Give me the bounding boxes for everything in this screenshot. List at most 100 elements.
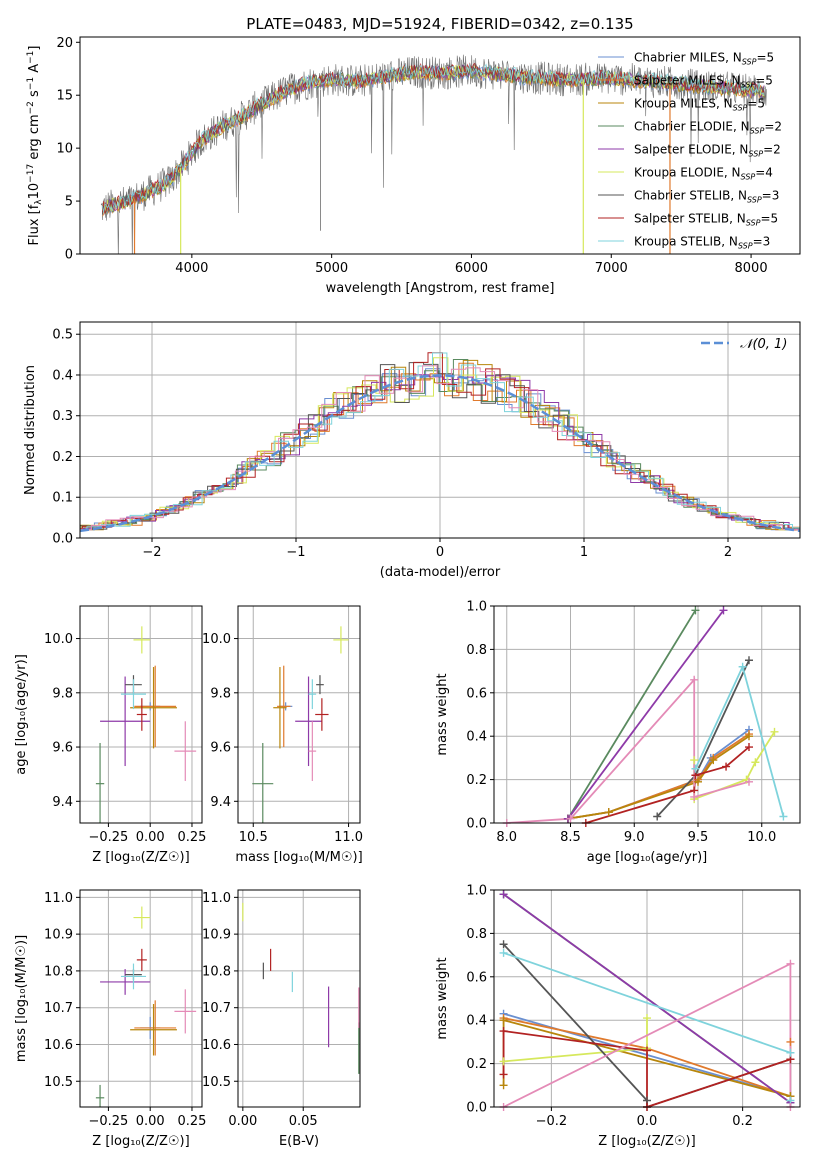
- x-tick-label: −0.25: [88, 830, 128, 845]
- weight-point-pink: [566, 814, 575, 823]
- y-tick-label: 10.0: [202, 632, 231, 647]
- x-tick-label: 0.0: [637, 1114, 658, 1129]
- y-tick-label: 1.0: [466, 884, 487, 899]
- x-tick-label: 5000: [315, 261, 348, 276]
- legend-label: Salpeter MILES, N: [634, 74, 741, 88]
- legend-label: Chabrier MILES, N: [634, 51, 742, 65]
- weight-point-kroupa_stelib: [691, 764, 700, 773]
- x-tick-label: −1: [286, 545, 305, 560]
- legend-rest: =4: [755, 166, 773, 180]
- y-tick-label: 20: [56, 36, 73, 51]
- x-axis-label: mass [log₁₀(M/M☉)]: [235, 850, 362, 865]
- y-tick-label: 0.8: [466, 643, 487, 658]
- y-tick-label: 10.0: [44, 632, 73, 647]
- y-tick-label: 0.4: [466, 730, 487, 745]
- weight-point-kroupa_elodie: [690, 756, 699, 765]
- plot-area: [95, 626, 197, 823]
- legend-rest: =3: [762, 189, 780, 203]
- legend-label: Chabrier ELODIE, N: [634, 120, 750, 134]
- y-tick-label: 10.5: [44, 1075, 73, 1090]
- weight-point-salpeter_stelib: [499, 1027, 508, 1036]
- axes-frame: [79, 36, 801, 255]
- x-tick-label: 0.00: [136, 830, 165, 845]
- x-tick-label: 0.25: [177, 1114, 206, 1129]
- axes-frame: [79, 889, 203, 1108]
- x-tick-label: 0: [436, 545, 444, 560]
- weight-point-kroupa_stelib: [499, 948, 508, 957]
- y-tick-label: 0.8: [466, 927, 487, 942]
- plot-area: [242, 902, 360, 1074]
- x-tick-label: 11.0: [334, 830, 363, 845]
- x-tick-label: −2: [142, 545, 161, 560]
- weight-point-kroupa_stelib: [738, 662, 747, 671]
- y-tick-label: 10.6: [44, 1038, 73, 1053]
- y-tick-label: 5: [65, 195, 73, 210]
- model-spectrum-kroupa_elodie: [102, 64, 765, 214]
- legend-label: Chabrier STELIB, N: [634, 189, 747, 203]
- y-tick-label: 0.4: [466, 1014, 487, 1029]
- panel-5: 8.0 8.5 9.0 9.5 10.0 0.0 0.2 0.4 0.6 0.8 1.0 age [l…: [435, 600, 801, 865]
- legend-label: Salpeter ELODIE, N: [634, 143, 748, 157]
- y-tick-label: 9.4: [210, 795, 231, 810]
- weight-point-salpeter_elodie: [499, 890, 508, 899]
- panel-6: −0.25 0.00 0.25 10.5 10.6 10.7 10.8 10.9 11.0 Z […: [14, 889, 206, 1149]
- weight-point-chabrier_elodie: [691, 606, 700, 615]
- x-tick-label: −0.25: [88, 1114, 128, 1129]
- y-tick-label: 11.0: [202, 891, 231, 906]
- x-axis-label: Z [log₁₀(Z/Z☉)]: [92, 850, 189, 865]
- y-tick-label: 10.9: [202, 928, 231, 943]
- y-tick-label: 10.9: [44, 928, 73, 943]
- weight-point-kroupa_miles: [745, 732, 753, 741]
- x-tick-label: 0.05: [289, 1114, 318, 1129]
- panel-2: −2 −1 0 1 2 0.0 0.1 0.2 0.3 0.4 0.5 (data-model)/er…: [23, 321, 801, 580]
- weight-point-pink: [690, 792, 699, 801]
- weight-point-kroupa_miles: [604, 808, 613, 817]
- y-tick-label: 9.6: [210, 741, 231, 756]
- residual-histogram-salpeter_elodie: [80, 374, 800, 531]
- weight-point-kroupa_elodie: [643, 1014, 651, 1023]
- x-axis-label: (data-model)/error: [380, 565, 501, 580]
- y-tick-label: 0.2: [52, 450, 73, 465]
- legend-rest: =5: [747, 97, 765, 111]
- weight-point-chabrier_stelib: [653, 812, 662, 821]
- legend-entry: Salpeter ELODIE, NSSP=2: [634, 143, 781, 159]
- weight-line-salpeter_elodie: [503, 893, 791, 1104]
- x-tick-label: 6000: [455, 261, 488, 276]
- y-axis-label-part: −2: [26, 101, 36, 114]
- legend-entry: Kroupa STELIB, NSSP=3: [634, 235, 770, 251]
- weight-point-pink: [690, 675, 699, 684]
- legend-subscript: SSP: [738, 242, 753, 251]
- y-axis-label-part: s: [27, 90, 42, 101]
- weight-point-chabrier_stelib: [499, 940, 508, 949]
- figure-title: PLATE=0483, MJD=51924, FIBERID=0342, z=0…: [246, 15, 633, 33]
- y-tick-label: 0.1: [52, 491, 73, 506]
- plot-area: [100, 54, 767, 254]
- legend-subscript: SSP: [741, 173, 756, 182]
- y-tick-label: 10: [56, 142, 73, 157]
- x-axis-label: E(B-V): [279, 1134, 319, 1149]
- weight-point-kroupa_miles: [694, 777, 702, 786]
- y-axis-label-part: Flux [f: [27, 204, 42, 245]
- axes-frame: [493, 889, 801, 1108]
- legend-entry: 𝒩(0, 1): [740, 337, 787, 352]
- model-spectrum-kroupa_stelib: [102, 63, 765, 213]
- legend-entry: Kroupa MILES, NSSP=5: [634, 97, 765, 113]
- y-tick-label: 0: [65, 248, 73, 263]
- y-tick-label: 10.7: [44, 1001, 73, 1016]
- weight-point-kroupa_stelib: [779, 812, 788, 821]
- legend-rest: =3: [753, 235, 771, 249]
- legend-label: Kroupa MILES, N: [634, 97, 733, 111]
- y-tick-label: 9.8: [210, 686, 231, 701]
- panel-4: 10.5 11.0 9.4 9.6 9.8 10.0 mass [log₁₀(M/M☉)]: [202, 605, 363, 865]
- legend-entry: Chabrier STELIB, NSSP=3: [634, 189, 779, 205]
- panel-7: 0.00 0.05 10.5 10.6 10.7 10.8 10.9 11.0 E(B-V): [202, 889, 361, 1149]
- y-tick-label: 9.6: [52, 741, 73, 756]
- y-tick-label: 10.7: [202, 1001, 231, 1016]
- x-tick-label: 0.00: [228, 1114, 257, 1129]
- legend-rest: =5: [756, 51, 774, 65]
- axes-frame: [493, 605, 801, 824]
- y-tick-label: 0.5: [52, 328, 73, 343]
- y-axis-label: age [log₁₀(age/yr)]: [14, 654, 29, 775]
- x-tick-label: 4000: [175, 261, 208, 276]
